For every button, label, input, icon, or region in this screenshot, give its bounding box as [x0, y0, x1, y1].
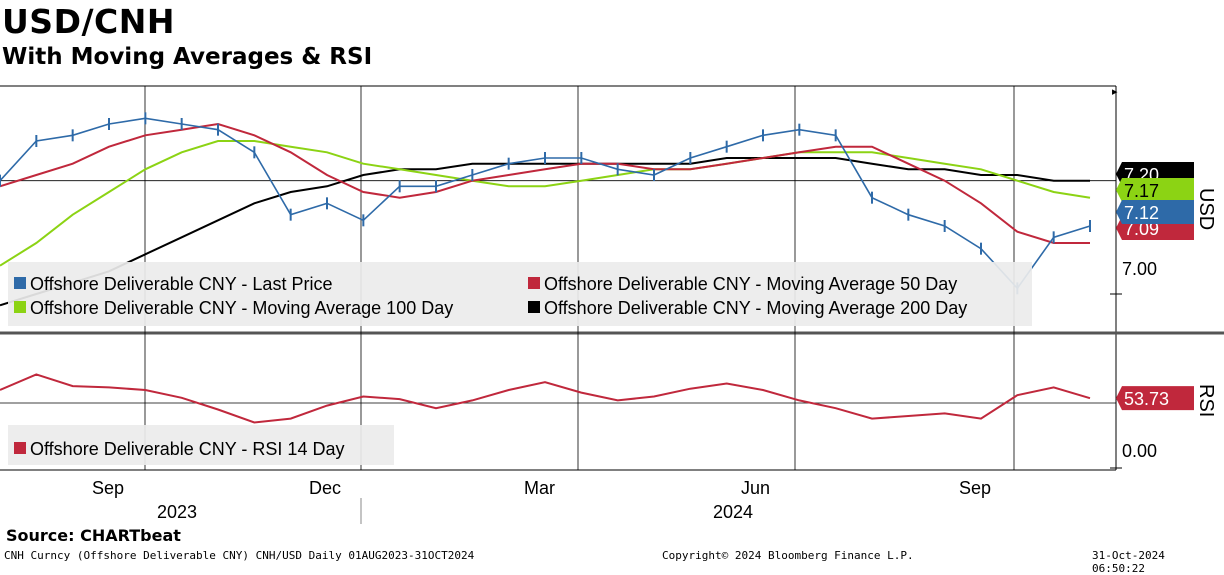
arrow-up-icon: ▸	[1112, 85, 1118, 98]
legend-label-ma100: Offshore Deliverable CNY - Moving Averag…	[30, 298, 453, 318]
legend-swatch-rsi	[14, 442, 26, 454]
legend-swatch-ma100	[14, 301, 26, 313]
footer-timestamp: 31-Oct-2024 06:50:22	[1092, 549, 1165, 575]
price-legend-box	[8, 262, 1032, 326]
x-month-label: Dec	[309, 478, 341, 498]
rsi-axis-title: RSI	[1195, 384, 1217, 417]
value-tag-offshore-deliverable-cny-moving-average-100-day-text: 7.17	[1124, 181, 1159, 201]
x-month-label: Sep	[92, 478, 124, 498]
footer-copyright: Copyright© 2024 Bloomberg Finance L.P.	[662, 549, 914, 562]
value-tag-offshore-deliverable-cny-moving-average-100-day: 7.17	[1116, 178, 1194, 202]
price-axis-title: USD	[1195, 188, 1217, 230]
legend-swatch-ma50	[528, 277, 540, 289]
price-tick-label: 7.00	[1122, 259, 1157, 279]
legend-label-last-price: Offshore Deliverable CNY - Last Price	[30, 274, 332, 294]
value-tag-rsi-text: 53.73	[1124, 389, 1169, 409]
legend-label-rsi: Offshore Deliverable CNY - RSI 14 Day	[30, 439, 344, 459]
source-note: Source: CHARTbeat	[6, 526, 181, 545]
chart-subtitle: With Moving Averages & RSI	[2, 44, 373, 70]
legend-label-ma50: Offshore Deliverable CNY - Moving Averag…	[544, 274, 957, 294]
legend-label-ma200: Offshore Deliverable CNY - Moving Averag…	[544, 298, 967, 318]
series-line-offshore-deliverable-cny-moving-average-50-day	[0, 122, 1090, 244]
value-tag-rsi: 53.73	[1116, 386, 1194, 411]
footer-ticker-info: CNH Curncy (Offshore Deliverable CNY) CN…	[4, 549, 475, 562]
rsi-legend-box	[8, 425, 394, 465]
value-tag-offshore-deliverable-cny-last-price-text: 7.12	[1124, 203, 1159, 223]
x-year-label: 2024	[713, 502, 753, 522]
value-tag-offshore-deliverable-cny-last-price-shape	[1116, 200, 1194, 224]
rsi-tick-label: 0.00	[1122, 441, 1157, 461]
chart-title: USD/CNH	[2, 2, 175, 41]
x-month-label: Sep	[959, 478, 991, 498]
legend-swatch-ma200	[528, 301, 540, 313]
x-month-label: Jun	[741, 478, 770, 498]
series-line-rsi	[0, 373, 1091, 424]
x-year-label: 2023	[157, 502, 197, 522]
value-tag-offshore-deliverable-cny-last-price: 7.12	[1116, 200, 1194, 224]
legend-swatch-last-price	[14, 277, 26, 289]
value-tag-rsi-shape	[1116, 386, 1194, 411]
series-line-offshore-deliverable-cny-moving-average-100-day	[0, 140, 1091, 267]
x-month-label: Mar	[524, 478, 555, 498]
value-tag-offshore-deliverable-cny-moving-average-100-day-shape	[1116, 178, 1194, 202]
